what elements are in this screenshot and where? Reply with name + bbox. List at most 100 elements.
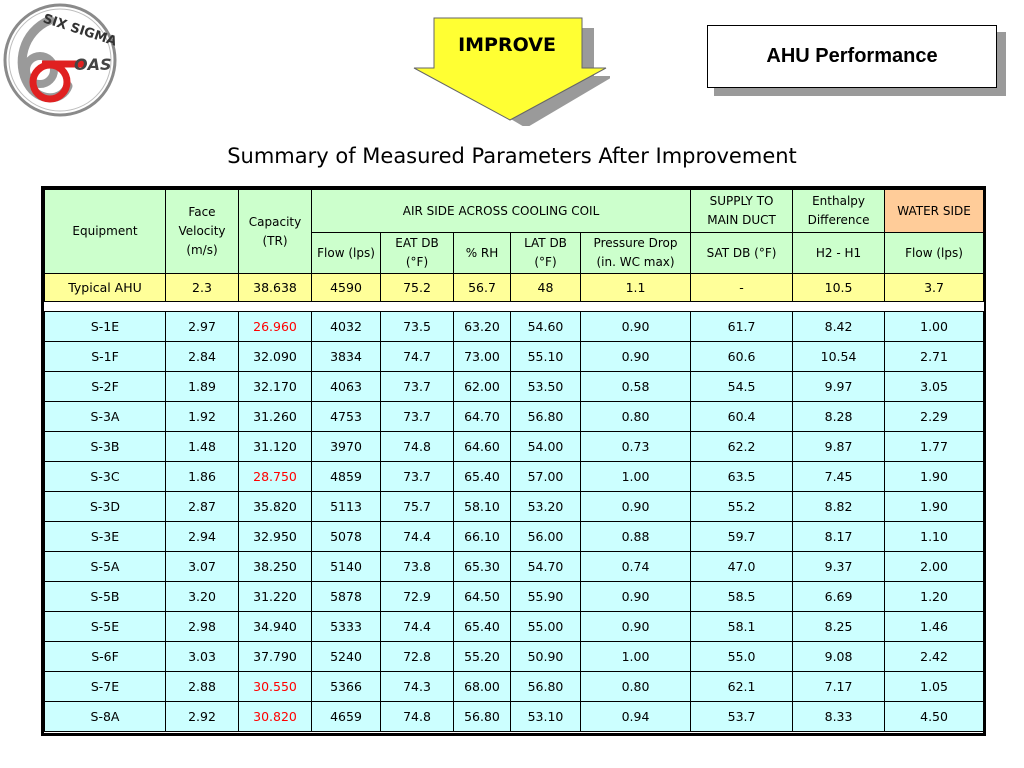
table-cell: 1.1 xyxy=(579,273,692,302)
table-cell: 1.00 xyxy=(884,311,985,342)
table-cell: 37.790 xyxy=(238,641,312,672)
col-pressure-drop: Pressure Drop (in. WC max) xyxy=(579,232,692,274)
table-cell: 0.90 xyxy=(579,611,692,642)
table-row: S-6F 3.03 37.790 5240 72.8 55.20 50.90 1.00 55.0… xyxy=(44,641,985,672)
table-cell: 0.80 xyxy=(579,401,692,432)
table-cell: 5878 xyxy=(311,581,381,612)
table-cell: 10.54 xyxy=(792,341,886,372)
table-cell: 74.8 xyxy=(380,701,454,732)
col-water-flow: Flow (lps) xyxy=(884,232,985,274)
table-cell: 50.90 xyxy=(510,641,581,672)
table-cell: 5140 xyxy=(311,551,381,582)
table-cell: 4753 xyxy=(311,401,381,432)
table-cell: S-3E xyxy=(44,521,166,552)
table-cell: 2.97 xyxy=(165,311,239,342)
table-cell: 57.00 xyxy=(510,461,581,492)
table-cell: 10.5 xyxy=(792,273,886,302)
table-cell: 64.70 xyxy=(453,401,511,432)
col-water-side: WATER SIDE xyxy=(884,189,985,233)
table-cell: 75.2 xyxy=(380,273,454,302)
table-cell: 53.10 xyxy=(510,701,581,732)
table-cell: 1.90 xyxy=(884,461,985,492)
table-cell: 0.73 xyxy=(579,431,692,462)
col-eat-db: EAT DB (°F) xyxy=(380,232,454,274)
table-cell: 0.90 xyxy=(579,341,692,372)
table-cell: 56.80 xyxy=(510,671,581,702)
table-cell: 73.7 xyxy=(380,401,454,432)
table-cell: 9.97 xyxy=(792,371,886,402)
table-cell: 56.00 xyxy=(510,521,581,552)
col-enthalpy: Enthalpy Difference xyxy=(792,189,886,233)
table-cell: S-7E xyxy=(44,671,166,702)
table-cell: 55.2 xyxy=(690,491,794,522)
table-cell: S-2F xyxy=(44,371,166,402)
table-cell: 2.29 xyxy=(884,401,985,432)
header-row-1: Equipment Face Velocity (m/s) Capacity (TR)… xyxy=(44,189,985,274)
table-cell: 75.7 xyxy=(380,491,454,522)
table-cell: 8.28 xyxy=(792,401,886,432)
table-cell: 9.08 xyxy=(792,641,886,672)
table-cell: 8.25 xyxy=(792,611,886,642)
table-cell: 32.090 xyxy=(238,341,312,372)
table-cell: S-5A xyxy=(44,551,166,582)
table-cell: 61.7 xyxy=(690,311,794,342)
table-cell: Typical AHU xyxy=(44,273,166,302)
table-cell: 54.00 xyxy=(510,431,581,462)
table-cell: 1.89 xyxy=(165,371,239,402)
table-cell: 0.74 xyxy=(579,551,692,582)
table-cell: 5113 xyxy=(311,491,381,522)
table-cell: 65.30 xyxy=(453,551,511,582)
table-cell: 26.960 xyxy=(238,311,312,342)
table-cell: 3.03 xyxy=(165,641,239,672)
table-cell: 2.88 xyxy=(165,671,239,702)
table-cell: S-5B xyxy=(44,581,166,612)
table-cell: 58.10 xyxy=(453,491,511,522)
col-face-velocity: Face Velocity (m/s) xyxy=(165,189,239,274)
table-cell: S-6F xyxy=(44,641,166,672)
table-cell: 74.3 xyxy=(380,671,454,702)
typical-ahu-row: Typical AHU 2.3 38.638 4590 75.2 56.7 48… xyxy=(44,273,985,302)
table-cell: 62.00 xyxy=(453,371,511,402)
table-cell: 2.00 xyxy=(884,551,985,582)
table-cell: 55.20 xyxy=(453,641,511,672)
data-rows: S-1E 2.97 26.960 4032 73.5 63.20 54.60 0.90 61.7… xyxy=(44,311,985,732)
table-row: S-1E 2.97 26.960 4032 73.5 63.20 54.60 0.90 61.7… xyxy=(44,311,985,342)
table-cell: 7.17 xyxy=(792,671,886,702)
table-cell: S-1E xyxy=(44,311,166,342)
table-cell: 58.1 xyxy=(690,611,794,642)
table-cell: 1.10 xyxy=(884,521,985,552)
table-cell: 55.90 xyxy=(510,581,581,612)
table-cell: 64.50 xyxy=(453,581,511,612)
table-cell: 60.4 xyxy=(690,401,794,432)
table-cell: 2.87 xyxy=(165,491,239,522)
table-cell: 2.3 xyxy=(165,273,239,302)
table-cell: 55.10 xyxy=(510,341,581,372)
table-row: S-5E 2.98 34.940 5333 74.4 65.40 55.00 0.90 58.1… xyxy=(44,611,985,642)
table-cell: 0.90 xyxy=(579,581,692,612)
table-cell: 31.120 xyxy=(238,431,312,462)
table-cell: 73.7 xyxy=(380,371,454,402)
table-cell: 59.7 xyxy=(690,521,794,552)
table-cell: 55.0 xyxy=(690,641,794,672)
col-capacity: Capacity (TR) xyxy=(238,189,312,274)
table-cell: 2.92 xyxy=(165,701,239,732)
table-cell: 2.94 xyxy=(165,521,239,552)
table-cell: 3.7 xyxy=(884,273,985,302)
table-cell: 63.20 xyxy=(453,311,511,342)
table-cell: 30.550 xyxy=(238,671,312,702)
table-cell: S-3A xyxy=(44,401,166,432)
table-cell: 1.77 xyxy=(884,431,985,462)
table-cell: 63.5 xyxy=(690,461,794,492)
table-cell: 72.9 xyxy=(380,581,454,612)
table-cell: 74.8 xyxy=(380,431,454,462)
table-cell: 5366 xyxy=(311,671,381,702)
table-cell: 65.40 xyxy=(453,611,511,642)
table-cell: 47.0 xyxy=(690,551,794,582)
table-cell: 1.86 xyxy=(165,461,239,492)
table-cell: 38.250 xyxy=(238,551,312,582)
table-cell: 2.71 xyxy=(884,341,985,372)
table-row: S-3D 2.87 35.820 5113 75.7 58.10 53.20 0.90 55.2… xyxy=(44,491,985,522)
table-cell: 4659 xyxy=(311,701,381,732)
table-cell: 60.6 xyxy=(690,341,794,372)
table-cell: 0.88 xyxy=(579,521,692,552)
